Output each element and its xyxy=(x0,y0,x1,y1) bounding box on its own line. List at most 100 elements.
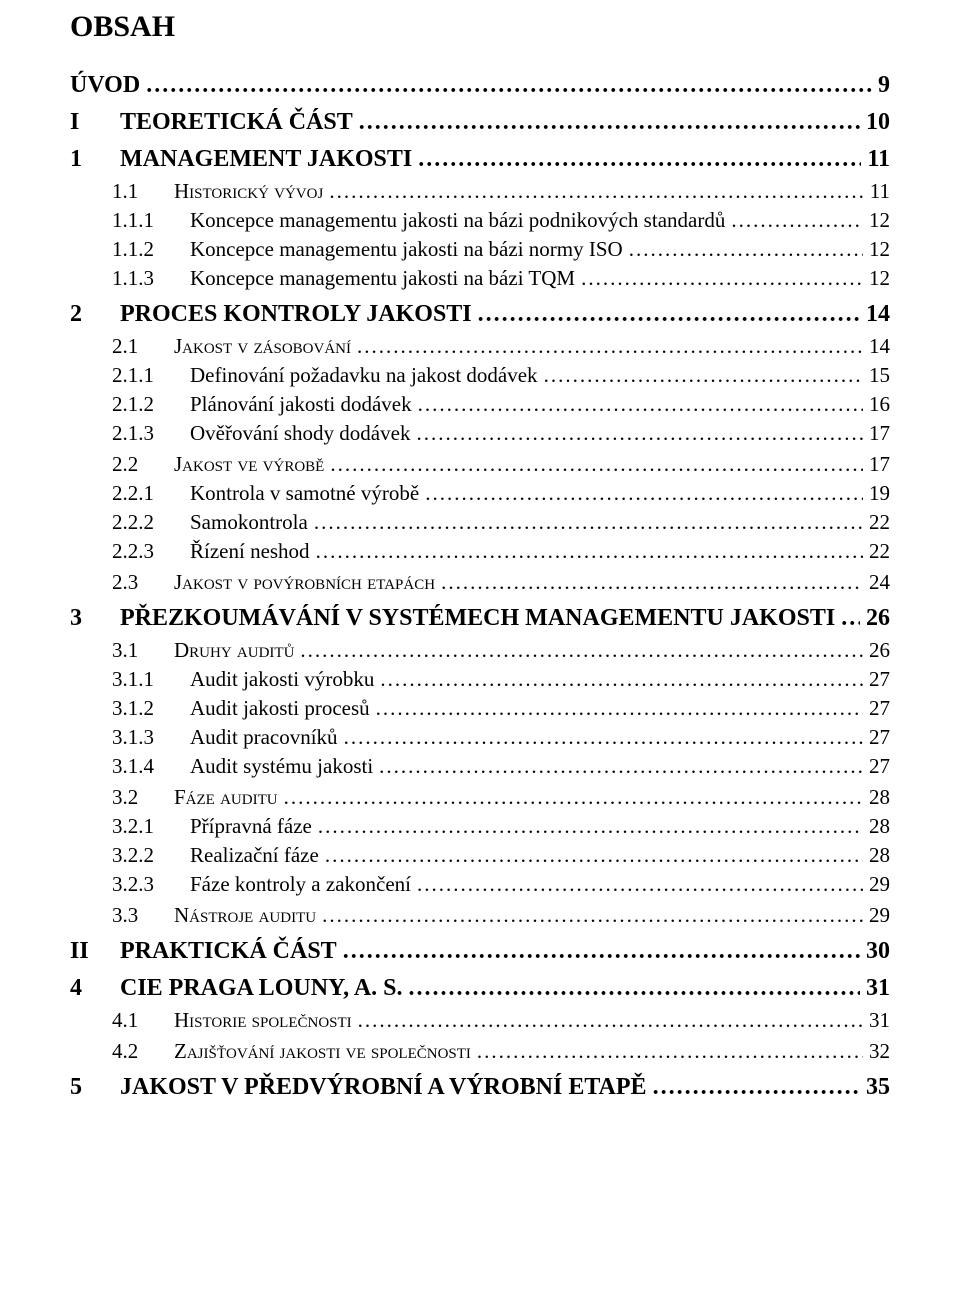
toc-entry-number: 3.1.3 xyxy=(112,725,172,750)
toc-entry: 3.3Nástroje auditu29 xyxy=(112,903,890,928)
toc-entry-label: Audit pracovníků xyxy=(190,725,338,750)
toc-entry: ÚVOD9 xyxy=(70,72,890,99)
toc-entry: 2.2.2Samokontrola22 xyxy=(112,510,890,535)
toc-entry-page: 27 xyxy=(869,754,890,779)
toc-leader-dots xyxy=(629,237,863,262)
toc-entry-number: 1.1 xyxy=(112,179,156,204)
toc-entry: 3.1.1Audit jakosti výrobku27 xyxy=(112,667,890,692)
toc-entry-label: Samokontrola xyxy=(190,510,308,535)
toc-leader-dots xyxy=(314,510,863,535)
toc-leader-dots xyxy=(409,975,860,1002)
toc-entry-page: 35 xyxy=(866,1074,890,1101)
toc-entry-page: 16 xyxy=(869,392,890,417)
toc-entry: 2.2Jakost ve výrobě17 xyxy=(112,452,890,477)
toc-entry-number: 3.1.1 xyxy=(112,667,172,692)
toc-entry-number: 2.2 xyxy=(112,452,156,477)
toc-entry-label: Plánování jakosti dodávek xyxy=(190,392,412,417)
toc-entry-number: 2.1.1 xyxy=(112,363,172,388)
toc-leader-dots xyxy=(418,146,861,173)
toc-entry-page: 31 xyxy=(869,1008,890,1033)
toc-entry-page: 14 xyxy=(866,301,890,328)
toc-leader-dots xyxy=(357,334,863,359)
toc-entry-label: Koncepce managementu jakosti na bázi nor… xyxy=(190,237,623,262)
toc-entry: 3PŘEZKOUMÁVÁNÍ V SYSTÉMECH MANAGEMENTU J… xyxy=(70,605,890,632)
page-title: OBSAH xyxy=(70,10,890,44)
toc-entry: 4.2Zajišťování jakosti ve společnosti32 xyxy=(112,1039,890,1064)
toc-entry-page: 28 xyxy=(869,843,890,868)
toc-leader-dots xyxy=(441,570,863,595)
toc-entry-page: 12 xyxy=(869,208,890,233)
toc-entry: 3.1.2 Audit jakosti procesů 27 xyxy=(112,696,890,721)
toc-entry: 3.2.2Realizační fáze28 xyxy=(112,843,890,868)
toc-entry-number: 5 xyxy=(70,1074,98,1101)
toc-entry: 5 JAKOST V PŘEDVÝROBNÍ A VÝROBNÍ ETAPĚ 35 xyxy=(70,1074,890,1101)
toc-entry-page: 28 xyxy=(869,785,890,810)
toc-entry: 2.1.1 Definování požadavku na jakost dodá… xyxy=(112,363,890,388)
toc-entry-label: Koncepce managementu jakosti na bázi pod… xyxy=(190,208,725,233)
toc-entry-number: 1.1.2 xyxy=(112,237,172,262)
toc-entry-label: Definování požadavku na jakost dodávek xyxy=(190,363,538,388)
toc-entry-page: 29 xyxy=(869,872,890,897)
toc-entry-number: 4.1 xyxy=(112,1008,156,1033)
toc-entry-label: Koncepce managementu jakosti na bázi TQM xyxy=(190,266,575,291)
toc-entry-number: 3.1.4 xyxy=(112,754,172,779)
toc-leader-dots xyxy=(581,266,863,291)
toc-entry: 3.1.3Audit pracovníků27 xyxy=(112,725,890,750)
toc-leader-dots xyxy=(477,1039,863,1064)
toc-entry-page: 29 xyxy=(869,903,890,928)
toc-entry-label: TEORETICKÁ ČÁST xyxy=(120,109,353,136)
toc-entry-page: 11 xyxy=(870,179,890,204)
toc-entry-label: Jakost v povýrobních etapách xyxy=(174,570,435,595)
toc-entry-number: 2.2.3 xyxy=(112,539,172,564)
toc-entry: 3.2.3 Fáze kontroly a zakončení 29 xyxy=(112,872,890,897)
toc-entry-label: Fáze kontroly a zakončení xyxy=(190,872,411,897)
toc-entry-number: 2.1.2 xyxy=(112,392,172,417)
toc-entry-label: Realizační fáze xyxy=(190,843,319,868)
toc-entry-label: PROCES KONTROLY JAKOSTI xyxy=(120,301,472,328)
toc-entry-number: 2.2.1 xyxy=(112,481,172,506)
toc-entry-page: 28 xyxy=(869,814,890,839)
toc-entry-label: JAKOST V PŘEDVÝROBNÍ A VÝROBNÍ ETAPĚ xyxy=(120,1074,647,1101)
toc-entry-number: 3.2 xyxy=(112,785,156,810)
toc-entry-label: CIE PRAGA LOUNY, A. S. xyxy=(120,975,403,1002)
toc-entry-label: ÚVOD xyxy=(70,72,140,99)
toc-entry: 3.2.1Přípravná fáze28 xyxy=(112,814,890,839)
toc-entry-number: 3.2.3 xyxy=(112,872,172,897)
toc-leader-dots xyxy=(380,667,863,692)
toc-entry: 1.1.3Koncepce managementu jakosti na báz… xyxy=(112,266,890,291)
toc-entry: 2.1.3Ověřování shody dodávek17 xyxy=(112,421,890,446)
toc-entry-label: Jakost ve výrobě xyxy=(174,452,324,477)
toc-entry-page: 15 xyxy=(869,363,890,388)
toc-leader-dots xyxy=(322,903,863,928)
toc-entry-page: 24 xyxy=(869,570,890,595)
toc-entry-page: 31 xyxy=(866,975,890,1002)
toc-page: OBSAH ÚVOD9ITEORETICKÁ ČÁST101MANAGEMENT… xyxy=(0,0,960,1298)
toc-leader-dots xyxy=(284,785,863,810)
toc-leader-dots xyxy=(316,539,863,564)
toc-entry-page: 27 xyxy=(869,696,890,721)
toc-entry-number: 1 xyxy=(70,146,98,173)
toc-leader-dots xyxy=(344,725,863,750)
toc-entry: 1.1Historický vývoj11 xyxy=(112,179,890,204)
toc-entry-label: Nástroje auditu xyxy=(174,903,316,928)
toc-entry: 1.1.1Koncepce managementu jakosti na báz… xyxy=(112,208,890,233)
toc-leader-dots xyxy=(731,208,863,233)
toc-entry-label: Audit jakosti procesů xyxy=(190,696,370,721)
toc-entry-page: 11 xyxy=(867,146,890,173)
toc-leader-dots xyxy=(318,814,863,839)
toc-leader-dots xyxy=(418,392,863,417)
toc-entry-number: 3.1.2 xyxy=(112,696,172,721)
toc-entry-number: 3.2.1 xyxy=(112,814,172,839)
toc-entry: 1MANAGEMENT JAKOSTI11 xyxy=(70,146,890,173)
toc-entry-page: 27 xyxy=(869,667,890,692)
toc-leader-dots xyxy=(146,72,872,99)
toc-entry-page: 32 xyxy=(869,1039,890,1064)
toc-entry-page: 10 xyxy=(866,109,890,136)
toc-entry-number: 2.3 xyxy=(112,570,156,595)
toc-leader-dots xyxy=(653,1074,860,1101)
toc-entry-number: 2.2.2 xyxy=(112,510,172,535)
toc-leader-dots xyxy=(376,696,863,721)
toc-entry-page: 19 xyxy=(869,481,890,506)
toc-leader-dots xyxy=(358,1008,863,1033)
toc-entry: 2.1Jakost v zásobování14 xyxy=(112,334,890,359)
